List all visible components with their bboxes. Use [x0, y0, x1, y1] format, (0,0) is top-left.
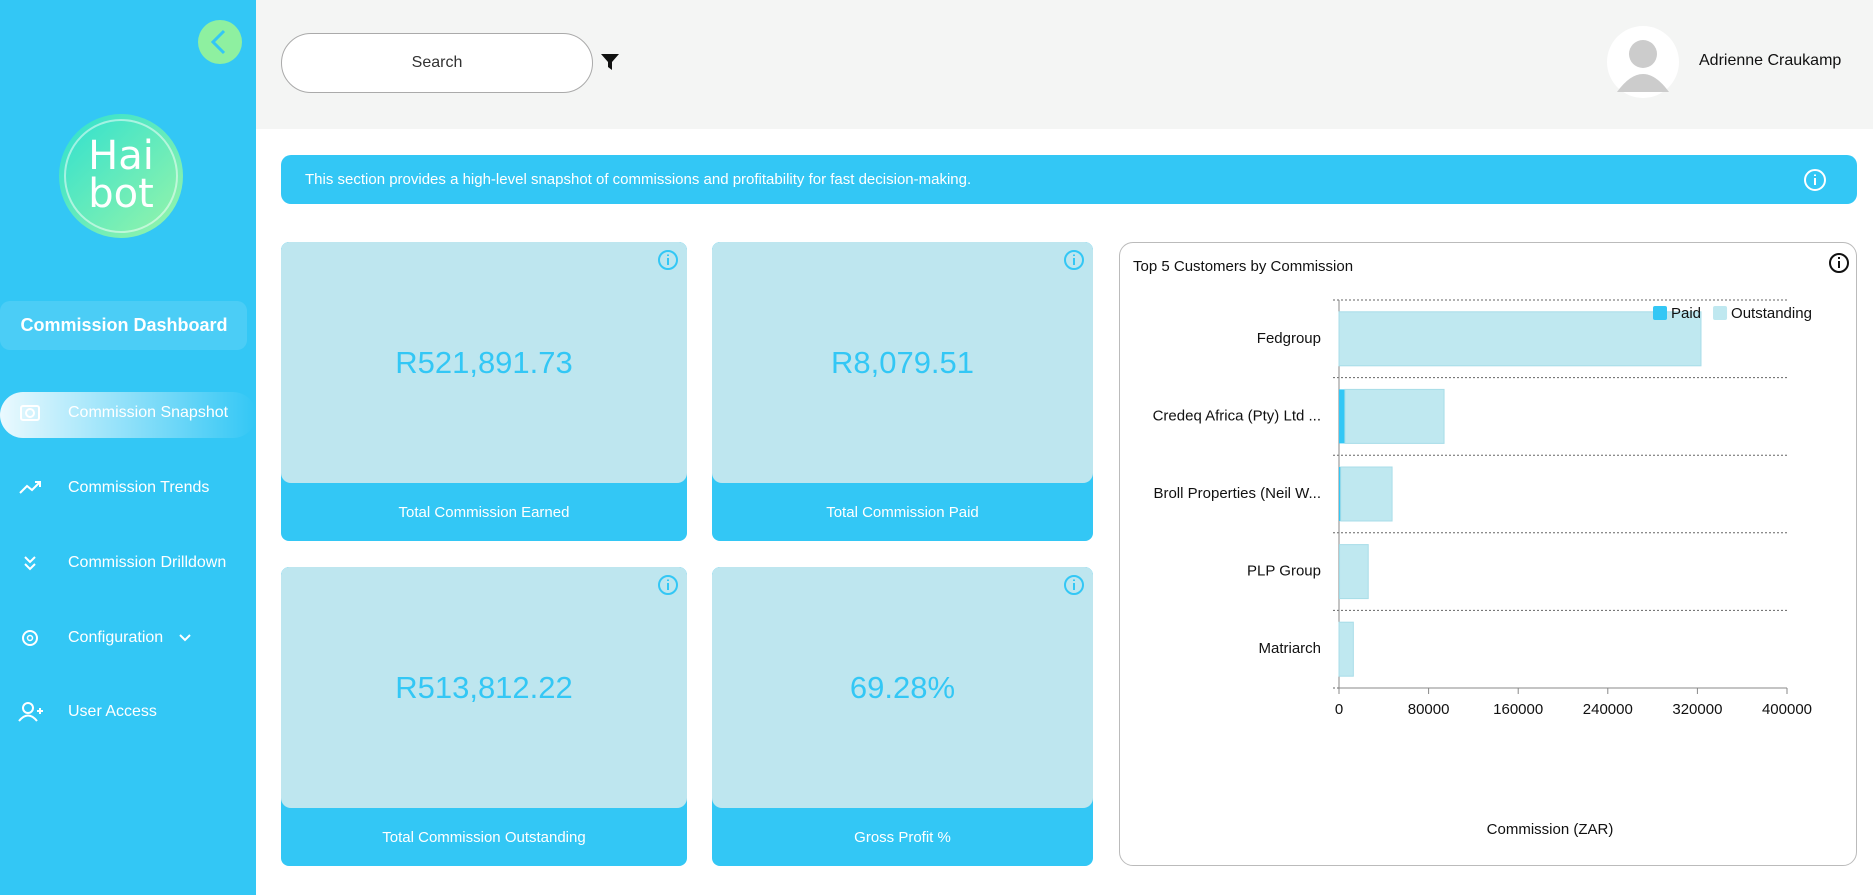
- info-icon[interactable]: [1063, 574, 1085, 596]
- legend-swatch: [1713, 306, 1728, 320]
- y-tick-label: Matriarch: [1258, 640, 1321, 657]
- avatar[interactable]: [1607, 26, 1679, 98]
- x-axis-title: Commission (ZAR): [1487, 821, 1614, 838]
- x-tick-label: 0: [1335, 701, 1343, 718]
- chart: Top 5 Customers by Commission Commission…: [1133, 253, 1849, 838]
- bar: [1344, 388, 1445, 444]
- sidebar: Hai bot Commission Dashboard Commission …: [0, 0, 256, 895]
- active-highlight: [0, 392, 256, 438]
- menu-item[interactable]: User Access: [68, 703, 157, 720]
- sidebar-graphics: Hai bot Commission Dashboard Commission …: [0, 20, 256, 722]
- kpi-value: 69.28%: [712, 567, 1093, 808]
- bar: [1338, 621, 1354, 677]
- bar: [1339, 389, 1345, 444]
- kpi-value: R8,079.51: [712, 242, 1093, 483]
- legend-swatch: [1653, 306, 1667, 320]
- section-title: Commission Dashboard: [20, 315, 227, 335]
- kpi-card: R521,891.73 Total Commission Earned: [281, 242, 687, 541]
- logo-text: Hai: [88, 133, 154, 179]
- chart-title: Top 5 Customers by Commission: [1133, 258, 1353, 275]
- x-tick-label: 160000: [1493, 701, 1543, 718]
- user-name[interactable]: Adrienne Craukamp: [1699, 52, 1842, 69]
- info-icon[interactable]: [657, 249, 679, 271]
- info-icon[interactable]: [1829, 253, 1849, 273]
- info-icon[interactable]: [1063, 249, 1085, 271]
- x-tick-label: 400000: [1762, 701, 1812, 718]
- info-icon[interactable]: [1803, 168, 1827, 192]
- kpi-card: R513,812.22 Total Commission Outstanding: [281, 567, 687, 866]
- legend-label: Paid: [1671, 305, 1701, 322]
- kpi-value: R513,812.22: [281, 567, 687, 808]
- x-tick-label: 240000: [1583, 701, 1633, 718]
- x-tick-label: 320000: [1672, 701, 1722, 718]
- bar: [1340, 466, 1393, 522]
- y-tick-label: PLP Group: [1247, 563, 1321, 580]
- info-icon[interactable]: [657, 574, 679, 596]
- y-tick-label: Fedgroup: [1257, 330, 1321, 347]
- banner-text: This section provides a high-level snaps…: [305, 171, 972, 188]
- logo: [59, 114, 183, 238]
- logo-text: bot: [88, 171, 154, 217]
- menu-item[interactable]: Commission Drilldown: [68, 554, 226, 571]
- filter-icon[interactable]: [600, 52, 620, 72]
- kpi-value: R521,891.73: [281, 242, 687, 483]
- menu-item[interactable]: Commission Trends: [68, 479, 209, 496]
- x-tick-label: 80000: [1408, 701, 1450, 718]
- search-box[interactable]: Search: [281, 33, 593, 93]
- kpi-card: R8,079.51 Total Commission Paid: [712, 242, 1093, 541]
- y-tick-label: Broll Properties (Neil W...: [1153, 485, 1321, 502]
- menu-item[interactable]: Configuration: [68, 629, 163, 646]
- bar: [1339, 467, 1341, 521]
- kpi-label: Gross Profit %: [854, 828, 951, 846]
- bar: [1338, 311, 1702, 367]
- kpi-label: Total Commission Outstanding: [382, 828, 586, 846]
- kpi-card: 69.28% Gross Profit %: [712, 567, 1093, 866]
- kpi-label: Total Commission Paid: [826, 503, 979, 521]
- bar: [1339, 544, 1369, 600]
- kpi-label: Total Commission Earned: [398, 503, 570, 521]
- y-tick-label: Credeq Africa (Pty) Ltd ...: [1153, 407, 1321, 424]
- banner: This section provides a high-level snaps…: [281, 155, 1857, 204]
- chart-panel: Top 5 Customers by Commission Commission…: [1119, 242, 1857, 866]
- menu-item[interactable]: Commission Snapshot: [68, 404, 229, 421]
- collapse-button[interactable]: [198, 20, 242, 64]
- legend-label: Outstanding: [1731, 305, 1812, 322]
